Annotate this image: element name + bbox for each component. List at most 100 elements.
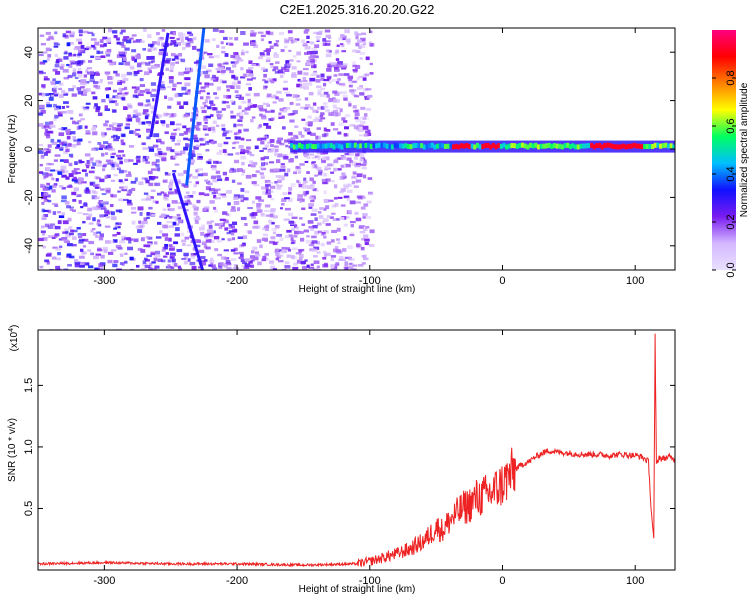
carrier-band-cell <box>547 142 551 148</box>
heatmap-cell <box>78 41 83 45</box>
heatmap-cell <box>259 172 264 175</box>
heatmap-cell <box>239 115 244 120</box>
heatmap-cell <box>311 164 316 169</box>
heatmap-cell <box>45 172 49 177</box>
heatmap-cell <box>140 237 145 242</box>
heatmap-cell <box>272 78 277 82</box>
heatmap-cell <box>201 260 206 263</box>
heatmap-cell <box>350 161 357 164</box>
heatmap-cell <box>365 88 372 91</box>
heatmap-cell <box>324 165 328 170</box>
heatmap-cell <box>179 133 184 137</box>
heatmap-cell <box>254 256 259 261</box>
heatmap-cell <box>177 219 183 223</box>
heatmap-cell <box>354 156 358 160</box>
heatmap-cell <box>86 216 91 221</box>
heatmap-cell <box>116 41 121 45</box>
heatmap-cell <box>320 73 325 78</box>
heatmap-cell <box>141 177 146 180</box>
heatmap-cell <box>100 131 105 136</box>
heatmap-cell <box>159 88 166 91</box>
heatmap-cell <box>221 256 227 260</box>
carrier-band-cell <box>592 144 596 150</box>
heatmap-cell <box>363 234 369 239</box>
heatmap-cell <box>304 259 308 262</box>
heatmap-cell <box>156 167 161 172</box>
carrier-band-cell <box>539 143 543 149</box>
heatmap-cell <box>117 247 123 250</box>
heatmap-cell <box>176 82 182 85</box>
carrier-band-cell <box>582 143 586 149</box>
heatmap-cell <box>365 216 372 220</box>
heatmap-cell <box>197 173 204 177</box>
heatmap-cell <box>115 209 121 213</box>
heatmap-cell <box>54 94 59 97</box>
heatmap-cell <box>205 237 209 240</box>
heatmap-cell <box>180 58 186 63</box>
heatmap-cell <box>180 33 186 36</box>
heatmap-cell <box>315 135 321 140</box>
heatmap-cell <box>267 194 272 198</box>
heatmap-cell <box>38 112 44 116</box>
heatmap-cell <box>287 198 293 202</box>
heatmap-cell <box>112 239 118 243</box>
heatmap-cell <box>226 95 232 99</box>
heatmap-cell <box>176 248 183 253</box>
heatmap-cell <box>243 110 248 115</box>
heatmap-cell <box>122 39 127 43</box>
heatmap-cell <box>63 101 69 104</box>
heatmap-cell <box>149 262 153 267</box>
heatmap-cell <box>115 102 119 106</box>
heatmap-cell <box>268 41 272 44</box>
heatmap-cell <box>160 141 165 145</box>
heatmap-cell <box>343 223 348 227</box>
heatmap-cell <box>63 150 69 155</box>
heatmap-cell <box>139 223 144 226</box>
heatmap-cell <box>169 179 176 183</box>
heatmap-cell <box>86 106 90 109</box>
heatmap-cell <box>147 43 153 47</box>
heatmap-cell <box>47 209 52 214</box>
heatmap-cell <box>205 239 212 243</box>
heatmap-cell <box>119 94 125 98</box>
heatmap-cell <box>342 94 348 98</box>
heatmap-cell <box>152 144 159 148</box>
heatmap-cell <box>139 77 144 82</box>
heatmap-cell <box>286 93 292 97</box>
heatmap-cell <box>217 115 222 120</box>
heatmap-cell <box>287 30 293 34</box>
heatmap-cell <box>145 161 150 164</box>
heatmap-cell <box>95 108 100 113</box>
heatmap-cell <box>309 248 315 252</box>
heatmap-cell <box>243 149 249 154</box>
heatmap-cell <box>342 63 348 66</box>
heatmap-cell <box>70 117 74 120</box>
heatmap-cell <box>332 113 337 117</box>
heatmap-cell <box>77 119 82 123</box>
heatmap-cell <box>115 127 122 132</box>
heatmap-cell <box>287 113 294 116</box>
heatmap-cell <box>40 183 45 186</box>
heatmap-cell <box>105 37 111 40</box>
carrier-band-cell <box>635 143 639 149</box>
heatmap-cell <box>186 244 192 247</box>
heatmap-cell <box>112 30 118 34</box>
heatmap-cell <box>364 113 368 117</box>
heatmap-cell <box>302 127 307 130</box>
heatmap-cell <box>360 106 366 110</box>
heatmap-cell <box>55 178 59 182</box>
heatmap-cell <box>273 52 278 56</box>
heatmap-cell <box>77 90 84 95</box>
heatmap-cell <box>97 112 103 117</box>
heatmap-cell <box>351 180 355 185</box>
heatmap-cell <box>218 262 224 266</box>
heatmap-cell <box>164 243 168 248</box>
heatmap-cell <box>122 38 128 41</box>
heatmap-cell <box>294 155 299 159</box>
heatmap-cell <box>113 260 119 263</box>
carrier-band-cell <box>491 142 495 148</box>
heatmap-cell <box>326 67 332 72</box>
heatmap-cell <box>178 52 183 57</box>
heatmap-cell <box>133 73 138 77</box>
heatmap-cell <box>250 119 254 123</box>
